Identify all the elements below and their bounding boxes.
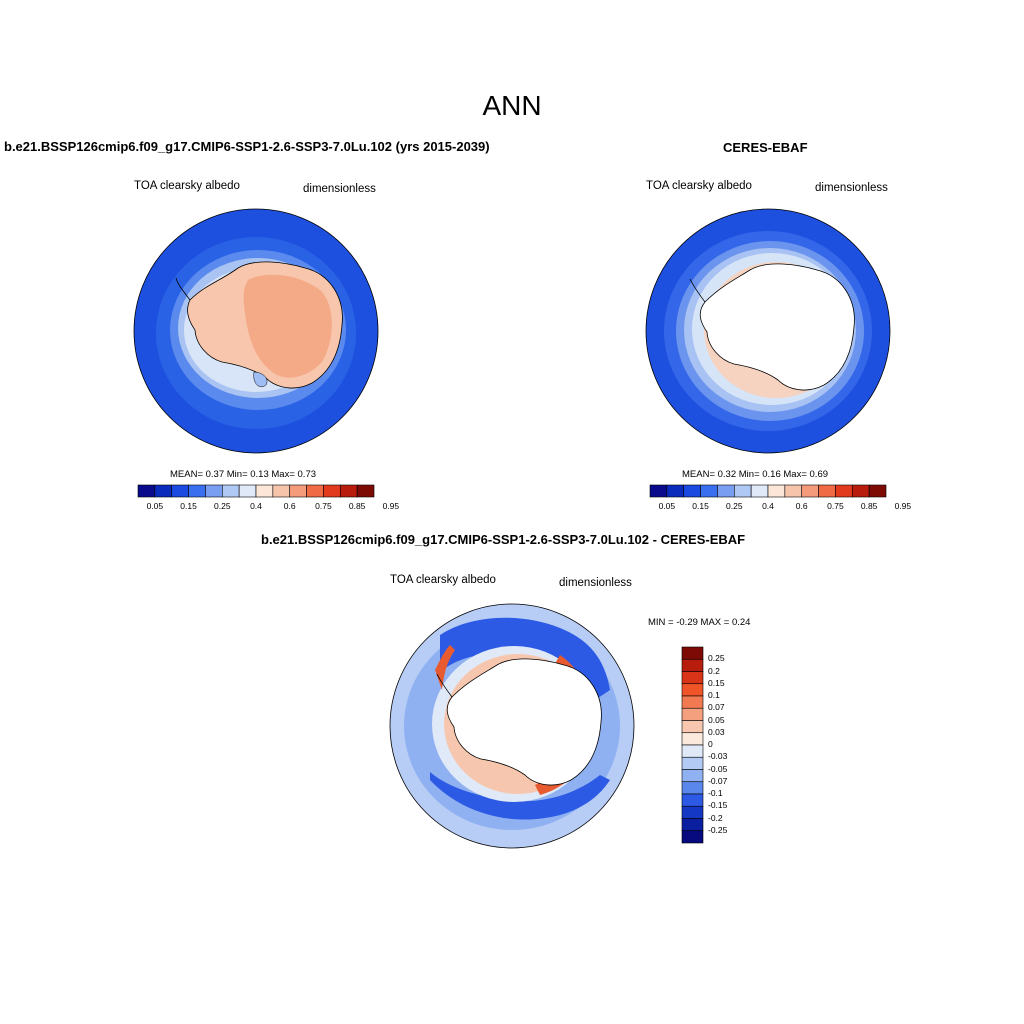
model-colorbar	[137, 484, 375, 498]
colorbar-cell	[733, 484, 752, 498]
colorbar-cell	[649, 484, 668, 498]
colorbar-cell	[784, 484, 803, 498]
colorbar-cell	[681, 830, 704, 844]
colorbar-cell	[681, 769, 704, 783]
colorbar-tick-label: -0.25	[708, 824, 728, 835]
colorbar-cell	[681, 805, 704, 819]
colorbar-tick-label: 0.03	[708, 726, 725, 737]
colorbar-tick-label: 0.05	[658, 501, 676, 511]
colorbar-cell	[681, 793, 704, 807]
colorbar-tick-label: 0.15	[180, 501, 197, 511]
colorbar-cell	[681, 744, 704, 758]
obs-polar-map	[646, 209, 890, 453]
colorbar-tick-label: -0.1	[708, 788, 723, 798]
colorbar-cell	[681, 695, 704, 709]
colorbar-tick-label: 0.75	[315, 501, 332, 511]
colorbar-cell	[681, 646, 704, 660]
colorbar-cell	[681, 683, 704, 697]
colorbar-tick-label: 0.95	[894, 501, 912, 511]
colorbar-tick-label: 0.85	[860, 501, 878, 511]
colorbar-cell	[339, 484, 358, 498]
page-title: ANN	[482, 90, 542, 121]
obs-field-label: TOA clearsky albedo	[646, 180, 752, 192]
colorbar-tick-label: 0.4	[762, 501, 774, 511]
model-stats: MEAN= 0.37 Min= 0.13 Max= 0.73	[170, 469, 317, 480]
colorbar-tick-label: 0.25	[214, 501, 231, 511]
colorbar-cell	[818, 484, 836, 498]
colorbar-tick-label: -0.05	[708, 763, 728, 774]
colorbar-cell	[767, 484, 786, 498]
colorbar-tick-label: 0.95	[382, 501, 400, 511]
colorbar-tick-label: 0.6	[283, 501, 296, 511]
colorbar-cell	[137, 484, 156, 498]
obs-panel-title: CERES-EBAF	[723, 140, 808, 155]
colorbar-tick-label: 0.1	[708, 690, 720, 700]
colorbar-cell	[681, 756, 704, 770]
colorbar-cell	[681, 781, 704, 795]
obs-antarctica-land	[699, 263, 855, 391]
colorbar-cell	[154, 484, 173, 498]
colorbar-cell	[205, 484, 223, 498]
colorbar-cell	[717, 484, 735, 498]
obs-stats: MEAN= 0.32 Min= 0.16 Max= 0.69	[682, 469, 829, 480]
model-panel-title: b.e21.BSSP126cmip6.f09_g17.CMIP6-SSP1-2.…	[4, 139, 490, 154]
colorbar-cell	[750, 484, 769, 498]
colorbar-tick-label: 0.05	[146, 501, 164, 511]
colorbar-cell	[238, 484, 257, 498]
colorbar-cell	[323, 484, 341, 498]
colorbar-cell	[255, 484, 274, 498]
colorbar-cell	[171, 484, 189, 498]
colorbar-tick-label: 0.75	[827, 501, 844, 511]
colorbar-tick-label: 0.2	[708, 665, 720, 676]
colorbar-tick-label: 0.05	[708, 714, 725, 725]
colorbar-tick-label: -0.07	[708, 775, 728, 786]
model-polar-map	[134, 209, 378, 453]
colorbar-cell	[681, 720, 704, 734]
model-field-label: TOA clearsky albedo	[134, 180, 240, 192]
colorbar-tick-label: 0.15	[708, 677, 725, 688]
colorbar-tick-label: 0	[708, 739, 713, 749]
diff-panel-title: b.e21.BSSP126cmip6.f09_g17.CMIP6-SSP1-2.…	[261, 532, 746, 547]
colorbar-cell	[681, 707, 704, 721]
colorbar-cell	[681, 732, 704, 746]
diff-stats: MIN = -0.29 MAX = 0.24	[648, 617, 751, 628]
colorbar-cell	[868, 484, 887, 498]
colorbar-tick-label: 0.85	[348, 501, 366, 511]
obs-units-label: dimensionless	[815, 182, 888, 194]
colorbar-cell	[683, 484, 701, 498]
obs-colorbar	[649, 484, 887, 498]
diff-field-label: TOA clearsky albedo	[390, 574, 496, 586]
colorbar-cell	[306, 484, 324, 498]
colorbar-tick-label: -0.15	[708, 800, 728, 811]
colorbar-tick-label: 0.15	[692, 501, 709, 511]
colorbar-tick-label: 0.25	[726, 501, 743, 511]
colorbar-tick-label: -0.2	[708, 812, 723, 823]
colorbar-cell	[356, 484, 375, 498]
colorbar-cell	[272, 484, 291, 498]
colorbar-tick-label: 0.4	[250, 501, 262, 511]
colorbar-cell	[681, 671, 704, 685]
colorbar-cell	[700, 484, 718, 498]
colorbar-cell	[666, 484, 685, 498]
colorbar-tick-label: 0.07	[708, 702, 725, 713]
diff-colorbar	[681, 646, 704, 844]
model-units-label: dimensionless	[303, 183, 376, 195]
colorbar-cell	[681, 658, 704, 672]
colorbar-cell	[835, 484, 853, 498]
colorbar-cell	[801, 484, 819, 498]
diff-antarctica-land	[446, 658, 602, 786]
diff-polar-map	[390, 604, 634, 848]
colorbar-cell	[221, 484, 240, 498]
colorbar-tick-label: 0.6	[795, 501, 808, 511]
colorbar-tick-label: 0.25	[708, 653, 725, 664]
colorbar-cell	[681, 818, 704, 832]
colorbar-cell	[851, 484, 870, 498]
diff-units-label: dimensionless	[559, 577, 632, 589]
colorbar-cell	[289, 484, 307, 498]
colorbar-tick-label: -0.03	[708, 751, 728, 762]
colorbar-cell	[188, 484, 206, 498]
